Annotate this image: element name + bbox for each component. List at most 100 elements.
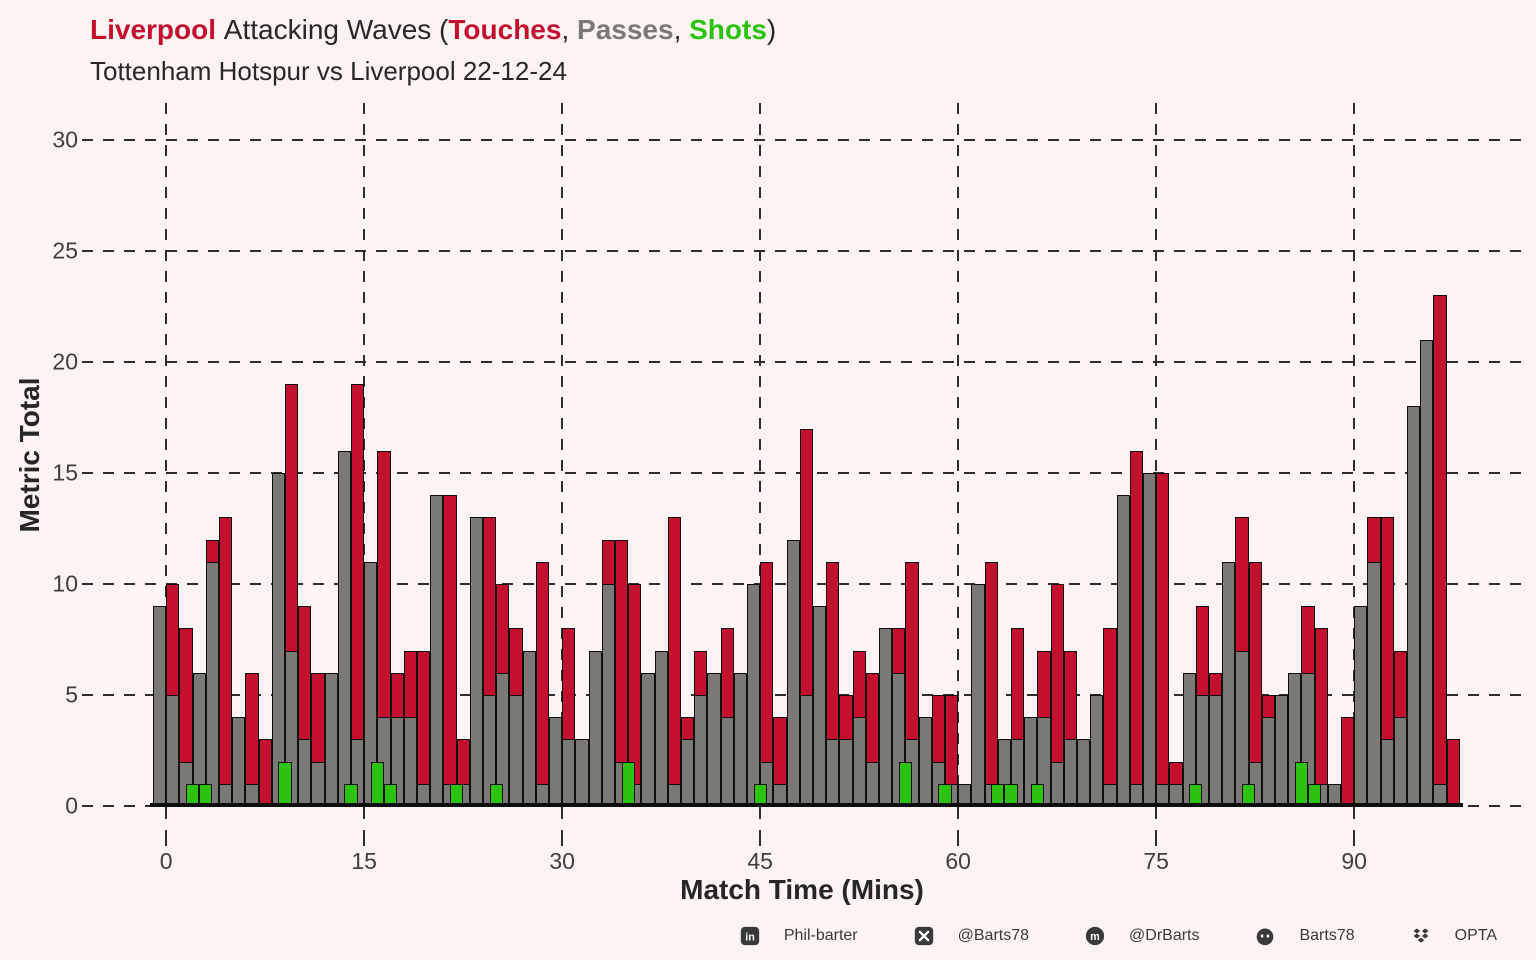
bar-passes-40 [681, 739, 695, 806]
x-tick-label-90: 90 [1341, 848, 1367, 874]
y-gridline-30 [82, 138, 1522, 142]
bar-passes-0 [153, 606, 167, 806]
bar-passes-28 [522, 650, 536, 806]
bar-passes-68 [1050, 761, 1064, 806]
x-tick-90 [1352, 807, 1356, 819]
x-tick-dash-60 [956, 830, 960, 846]
x-gridline-30 [560, 103, 564, 806]
x-tick-45 [758, 807, 762, 819]
bar-passes-34 [601, 584, 615, 806]
bar-touches-63 [984, 561, 998, 806]
footer-label: Phil-barter [783, 927, 858, 944]
bar-shots-11 [278, 761, 292, 806]
bar-touches-20 [417, 650, 431, 806]
footer-item-github: Barts78 [1255, 926, 1355, 946]
bar-touches-5 [219, 517, 233, 806]
bar-passes-48 [786, 539, 800, 806]
bar-passes-92 [1367, 561, 1381, 806]
bar-touches-90 [1341, 717, 1355, 806]
y-axis-title: Metric Total [14, 377, 45, 533]
title-segment: Shots [689, 14, 767, 45]
bar-passes-80 [1209, 695, 1223, 806]
bar-passes-32 [575, 739, 589, 806]
bar-passes-93 [1380, 739, 1394, 806]
x-tick-dash-90 [1352, 830, 1356, 846]
y-tick-label-25: 25 [52, 237, 78, 264]
x-tick-dash-30 [560, 830, 564, 846]
bar-passes-9 [271, 473, 285, 806]
x-icon [914, 926, 933, 946]
footer-item-x: @Barts78 [914, 926, 1029, 946]
bar-touches-29 [535, 561, 549, 806]
footer-credits: in Phil-barter @Barts78 m @DrBarts Barts78 OPT… [740, 920, 1497, 952]
bar-passes-55 [879, 628, 893, 806]
bar-passes-84 [1261, 717, 1275, 806]
x-tick-dash-0 [164, 830, 168, 846]
x-tick-label-45: 45 [747, 848, 773, 874]
bar-passes-30 [549, 717, 563, 806]
bar-passes-37 [641, 672, 655, 806]
x-tick-label-15: 15 [351, 848, 377, 874]
x-tick-dash-75 [1154, 830, 1158, 846]
x-gridline-60 [956, 103, 960, 806]
chart-title: Liverpool Attacking Waves (Touches, Pass… [90, 12, 776, 48]
x-tick-15 [362, 807, 366, 819]
bar-passes-31 [562, 739, 576, 806]
bar-passes-12 [311, 761, 325, 806]
x-gridline-75 [1154, 103, 1158, 806]
title-segment: Passes [577, 14, 674, 45]
y-tick-label-20: 20 [52, 348, 78, 375]
bar-passes-52 [839, 739, 853, 806]
bar-shots-58 [898, 761, 912, 806]
bar-shots-88 [1294, 761, 1308, 806]
y-tick-label-30: 30 [52, 126, 78, 153]
bar-passes-43 [720, 717, 734, 806]
title-segment: Liverpool [90, 14, 224, 45]
y-gridline-20 [82, 360, 1522, 364]
bar-passes-62 [971, 584, 985, 806]
x-tick-label-60: 60 [945, 848, 971, 874]
bar-passes-42 [707, 672, 721, 806]
bar-touches-72 [1103, 628, 1117, 806]
footer-item-mastodon: m @DrBarts [1085, 926, 1199, 946]
x-tick-75 [1154, 807, 1158, 819]
bar-passes-91 [1354, 606, 1368, 806]
bar-passes-81 [1222, 561, 1236, 806]
x-axis-title: Match Time (Mins) [680, 874, 924, 905]
y-tick-label-10: 10 [52, 570, 78, 597]
x-tick-dash-15 [362, 830, 366, 846]
bar-shots-18 [370, 761, 384, 806]
bar-passes-41 [694, 695, 708, 806]
bar-passes-70 [1077, 739, 1091, 806]
bar-touches-39 [667, 517, 681, 806]
x-tick-label-30: 30 [549, 848, 575, 874]
footer-item-linkedin: in Phil-barter [740, 926, 858, 946]
svg-text:in: in [745, 932, 755, 944]
bar-touches-22 [443, 495, 457, 806]
bar-touches-88 [1314, 628, 1328, 806]
title-segment: Attacking Waves ( [223, 14, 449, 45]
bar-passes-95 [1407, 406, 1421, 806]
bar-touches-98 [1446, 739, 1460, 806]
mastodon-icon: m [1085, 926, 1105, 946]
footer-label: OPTA [1454, 927, 1497, 944]
bar-passes-49 [799, 695, 813, 806]
x-tick-30 [560, 807, 564, 819]
bar-passes-33 [588, 650, 602, 806]
bar-passes-45 [747, 584, 761, 806]
bar-passes-75 [1143, 473, 1157, 806]
linkedin-icon: in [740, 926, 759, 946]
footer-label: @Barts78 [957, 927, 1030, 944]
x-gridline-15 [362, 103, 366, 806]
bar-passes-54 [865, 761, 879, 806]
svg-text:m: m [1090, 931, 1100, 943]
x-tick-dash-45 [758, 830, 762, 846]
bar-passes-44 [733, 672, 747, 806]
footer-label: @DrBarts [1129, 927, 1200, 944]
bar-passes-69 [1063, 739, 1077, 806]
x-gridline-0 [164, 103, 168, 806]
x-gridline-45 [758, 103, 762, 806]
bar-passes-50 [813, 606, 827, 806]
bar-passes-19 [403, 717, 417, 806]
